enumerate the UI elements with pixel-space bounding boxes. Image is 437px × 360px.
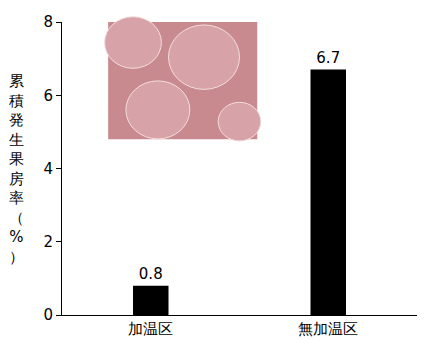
svg-text:0: 0 [43, 306, 53, 324]
svg-text:無加温区: 無加温区 [298, 320, 358, 338]
svg-text:6: 6 [43, 87, 53, 105]
svg-text:0.8: 0.8 [139, 265, 163, 283]
svg-text:累積発生果房率（%）: 累積発生果房率（%） [9, 72, 24, 266]
svg-text:2: 2 [43, 233, 53, 251]
svg-text:4: 4 [43, 160, 53, 178]
svg-text:8: 8 [43, 13, 53, 31]
svg-text:6.7: 6.7 [316, 49, 340, 67]
svg-text:加温区: 加温区 [128, 320, 173, 338]
